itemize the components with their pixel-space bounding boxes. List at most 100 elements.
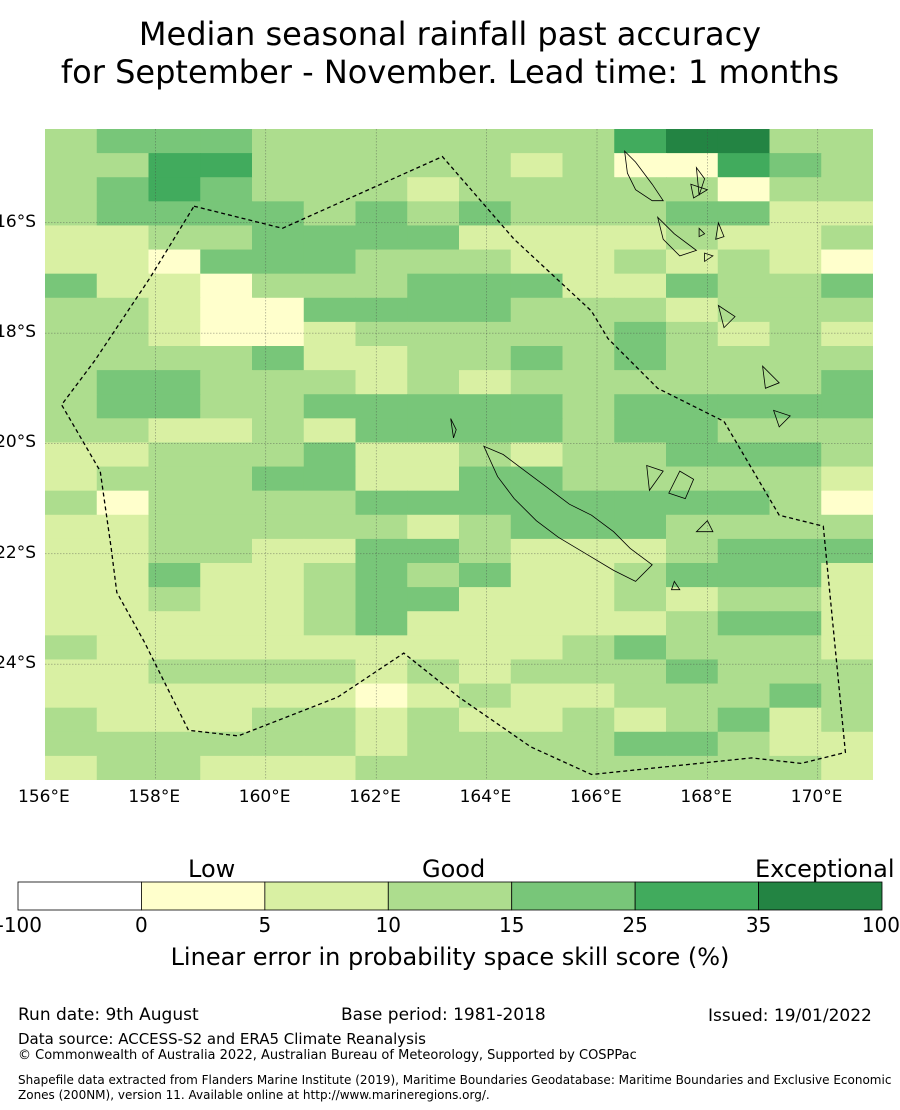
- skill-cell: [45, 538, 98, 564]
- skill-cell: [459, 514, 512, 540]
- skill-cell: [148, 370, 201, 395]
- skill-cell: [96, 346, 150, 371]
- skill-cell: [355, 611, 408, 636]
- skill-cell: [96, 153, 150, 178]
- skill-cell: [252, 755, 305, 780]
- skill-cell: [614, 683, 667, 709]
- skill-cell: [769, 321, 822, 347]
- skill-cell: [562, 466, 615, 492]
- legend-bound-label: -100: [0, 913, 42, 937]
- island-outline: [483, 445, 653, 582]
- skill-cell: [45, 225, 98, 251]
- skill-cell: [148, 177, 201, 202]
- skill-cell: [666, 129, 719, 154]
- skill-cell: [459, 538, 512, 564]
- skill-cell: [510, 321, 564, 347]
- legend-bound-label: 5: [258, 913, 272, 937]
- skill-cell: [407, 755, 460, 780]
- skill-cell: [821, 755, 873, 780]
- skill-cell: [45, 418, 98, 444]
- skill-cell: [148, 249, 201, 275]
- skill-cell: [407, 201, 460, 227]
- skill-map: [17, 129, 883, 911]
- skill-cell: [96, 273, 150, 299]
- skill-cell: [562, 563, 615, 588]
- skill-cell: [459, 370, 512, 395]
- skill-cell: [148, 563, 201, 588]
- island-outline: [715, 221, 725, 240]
- legend-swatch: [141, 881, 266, 911]
- skill-cell: [200, 418, 253, 444]
- skill-cell: [821, 731, 873, 757]
- skill-cell: [355, 225, 408, 251]
- skill-cell: [821, 490, 873, 516]
- skill-cell: [200, 346, 253, 371]
- skill-cell: [614, 466, 667, 492]
- eez-boundary-line: [60, 155, 847, 776]
- skill-cell: [717, 490, 771, 516]
- skill-cell: [200, 514, 253, 540]
- skill-cell: [148, 466, 201, 492]
- latitude-label: 20°S: [0, 432, 36, 453]
- skill-cell: [355, 538, 408, 564]
- skill-cell: [200, 563, 253, 588]
- skill-cell: [96, 370, 150, 395]
- skill-cell: [510, 153, 564, 178]
- skill-cell: [148, 755, 201, 780]
- skill-cell: [717, 514, 771, 540]
- skill-cell: [717, 707, 771, 733]
- skill-cell: [252, 177, 305, 202]
- map-title-line-1: Median seasonal rainfall past accuracy: [138, 15, 762, 53]
- latitude-label: 22°S: [0, 542, 36, 563]
- skill-cell: [510, 418, 564, 444]
- skill-cell: [407, 370, 460, 395]
- copyright-notice: © Commonwealth of Australia 2022, Austra…: [18, 1048, 637, 1063]
- skill-cell: [252, 538, 305, 564]
- skill-cell: [200, 659, 253, 685]
- skill-cell: [303, 490, 357, 516]
- skill-cell: [510, 563, 564, 588]
- skill-cell: [562, 225, 615, 251]
- skill-cell: [666, 346, 719, 371]
- skill-cell: [303, 707, 357, 733]
- skill-cell: [769, 490, 822, 516]
- skill-cell: [303, 514, 357, 540]
- skill-cell: [355, 346, 408, 371]
- issued-date: Issued: 19/01/2022: [708, 1006, 872, 1026]
- skill-cell: [769, 514, 822, 540]
- skill-cell: [252, 731, 305, 757]
- skill-cell: [45, 490, 98, 516]
- skill-cell: [148, 297, 201, 323]
- coastlines: [450, 149, 791, 591]
- skill-cell: [614, 418, 667, 444]
- skill-cell: [252, 153, 305, 178]
- skill-cell: [821, 321, 873, 347]
- skill-cell: [614, 346, 667, 371]
- skill-cell: [459, 731, 512, 757]
- skill-cell: [666, 321, 719, 347]
- skill-cell: [769, 249, 822, 275]
- skill-cell: [200, 225, 253, 251]
- skill-cell: [614, 394, 667, 419]
- skill-cell: [303, 346, 357, 371]
- skill-cell: [45, 129, 98, 154]
- map-title-line-2: for September - November. Lead time: 1 m…: [60, 53, 840, 91]
- skill-cell: [459, 177, 512, 202]
- skill-cell: [252, 370, 305, 395]
- skill-cell: [407, 731, 460, 757]
- skill-cell: [666, 514, 719, 540]
- skill-cell: [200, 683, 253, 709]
- skill-cell: [717, 177, 771, 202]
- skill-cell: [666, 273, 719, 299]
- skill-cell: [252, 683, 305, 709]
- legend-bound-label: 100: [861, 913, 900, 937]
- skill-cell: [407, 707, 460, 733]
- skill-cell: [562, 177, 615, 202]
- skill-cell: [407, 129, 460, 154]
- skill-cell: [510, 394, 564, 419]
- skill-cell: [769, 297, 822, 323]
- skill-cell: [562, 129, 615, 154]
- skill-cell: [303, 418, 357, 444]
- skill-cell: [769, 755, 822, 780]
- skill-cell: [769, 370, 822, 395]
